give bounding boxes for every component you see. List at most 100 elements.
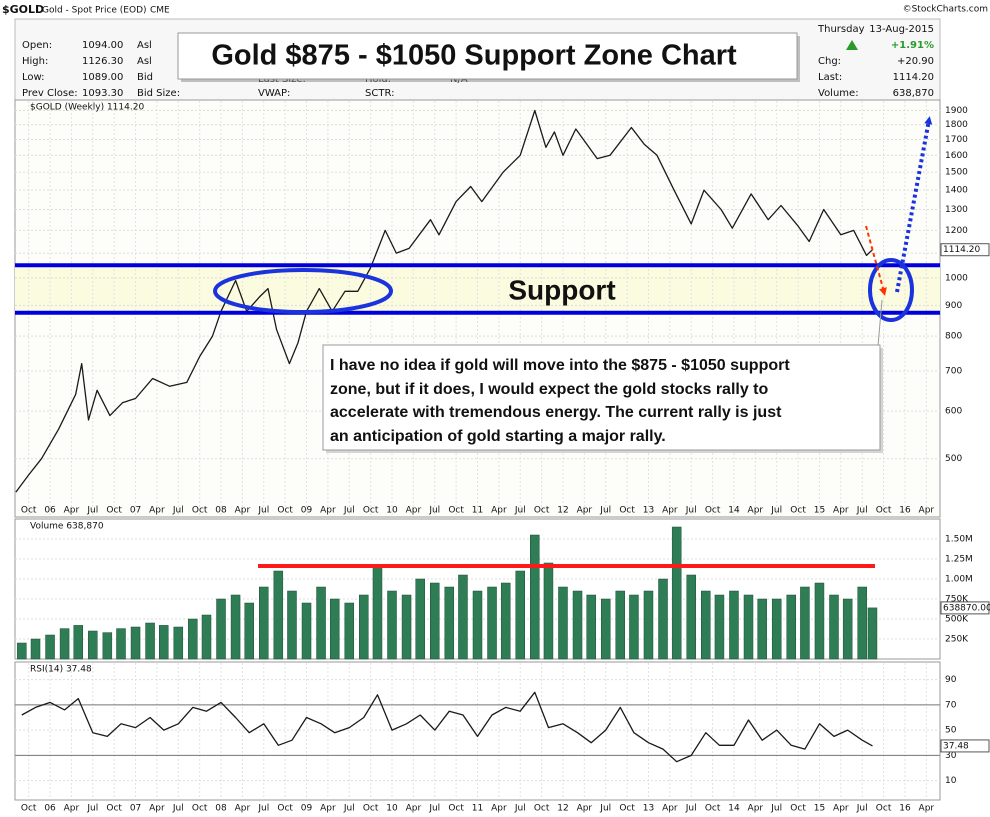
y-tick-label: 10 (945, 776, 957, 786)
y-tick-label: 1.50M (945, 535, 973, 545)
x-tick-label: Apr (919, 506, 935, 516)
volume-bar (102, 632, 113, 660)
x-tick-label: Apr (748, 804, 764, 814)
info-value: +20.90 (897, 56, 934, 67)
y-tick-label: 1500 (945, 168, 968, 178)
info-label: Asl (137, 56, 152, 67)
x-tick-label: Oct (192, 506, 208, 516)
info-value: 1089.00 (82, 72, 123, 83)
x-tick-label: 08 (215, 506, 227, 516)
x-tick-label: Apr (491, 804, 507, 814)
x-tick-label: Oct (106, 506, 122, 516)
x-tick-label: Apr (406, 506, 422, 516)
info-value: 1126.30 (82, 56, 123, 67)
y-tick-label: 1400 (945, 186, 968, 196)
x-tick-label: Oct (705, 804, 721, 814)
volume-bar (629, 594, 639, 660)
x-tick-label: 09 (301, 804, 313, 814)
volume-bar (786, 594, 796, 660)
y-tick-label: 250K (945, 635, 969, 645)
x-tick-label: Oct (448, 506, 464, 516)
info-label: SCTR: (365, 88, 394, 99)
pct-change: +1.91% (891, 40, 934, 51)
volume-bar (743, 594, 754, 660)
info-label: Asl (137, 40, 152, 51)
volume-bar (287, 590, 297, 660)
last-value-box (940, 739, 990, 753)
info-value: 638,870 (893, 88, 934, 99)
x-tick-label: Jul (856, 506, 868, 516)
y-tick-label: 750K (945, 595, 969, 605)
y-tick-label: 1600 (945, 151, 968, 161)
note-box (322, 344, 881, 451)
info-label: Volume: (818, 88, 859, 99)
x-tick-label: 12 (557, 506, 568, 516)
volume-bar (543, 562, 554, 660)
x-tick-label: 13 (643, 804, 654, 814)
x-tick-label: 15 (814, 804, 825, 814)
volume-bar (530, 534, 540, 660)
x-tick-label: Apr (64, 804, 80, 814)
volume-bar (244, 602, 254, 660)
exchange: CME (150, 6, 170, 16)
info-label: Last: (818, 72, 842, 83)
x-tick-label: Apr (406, 804, 422, 814)
volume-bar (572, 590, 583, 660)
volume-bar (714, 594, 725, 660)
last-value: 638870.00 (943, 603, 990, 613)
x-tick-label: Oct (21, 506, 37, 516)
last-value-box (940, 243, 990, 257)
volume-bar (415, 578, 425, 660)
volume-bar (88, 630, 98, 660)
x-tick-label: Apr (748, 506, 764, 516)
x-tick-label: Jul (257, 506, 269, 516)
info-label: VWAP: (258, 88, 290, 99)
volume-bar (273, 570, 284, 660)
x-tick-label: Oct (876, 506, 892, 516)
info-value: 1094.00 (82, 40, 123, 51)
y-tick-label: 1900 (945, 106, 968, 116)
y-tick-label: 30 (945, 751, 957, 761)
panel-label: $GOLD (Weekly) 1114.20 (30, 103, 144, 113)
x-tick-label: 10 (386, 506, 398, 516)
volume-bar (686, 574, 696, 660)
volume-bar (600, 598, 611, 660)
info-label: Open: (22, 40, 52, 51)
x-tick-label: Jul (86, 804, 98, 814)
x-tick-label: Apr (235, 804, 251, 814)
last-value-box (940, 601, 990, 615)
y-tick-label: 70 (945, 700, 957, 710)
y-tick-label: 800 (945, 332, 962, 342)
x-tick-label: Oct (277, 506, 293, 516)
price-line (15, 109, 873, 493)
volume-bar (173, 626, 184, 660)
x-tick-label: 07 (130, 804, 141, 814)
x-tick-label: Jul (770, 804, 782, 814)
volume-bar (145, 622, 155, 660)
volume-bar (130, 626, 141, 660)
y-tick-label: 50 (945, 726, 957, 736)
y-tick-label: 1200 (945, 226, 968, 236)
x-tick-label: Oct (790, 804, 806, 814)
volume-bar (387, 590, 397, 660)
note-line: zone, but if it does, I would expect the… (330, 381, 769, 398)
support-label: Support (508, 274, 615, 305)
x-tick-label: Jul (514, 506, 526, 516)
x-tick-label: Jul (428, 804, 440, 814)
last-value: 1114.20 (943, 245, 980, 255)
x-tick-label: Oct (534, 804, 550, 814)
volume-bar (515, 570, 525, 660)
x-tick-label: Jul (856, 804, 868, 814)
volume-bar (344, 602, 355, 660)
x-tick-label: Jul (514, 804, 526, 814)
last-value: 37.48 (943, 741, 969, 751)
x-tick-label: 09 (301, 506, 313, 516)
x-tick-label: 11 (472, 506, 483, 516)
info-value: 1093.30 (82, 88, 123, 99)
ellipse (213, 268, 393, 314)
x-tick-label: 15 (814, 506, 825, 516)
volume-bar (472, 590, 483, 660)
info-label: Prev Close: (22, 88, 78, 99)
info-label: Chg: (818, 56, 841, 67)
y-tick-label: 1700 (945, 135, 968, 145)
